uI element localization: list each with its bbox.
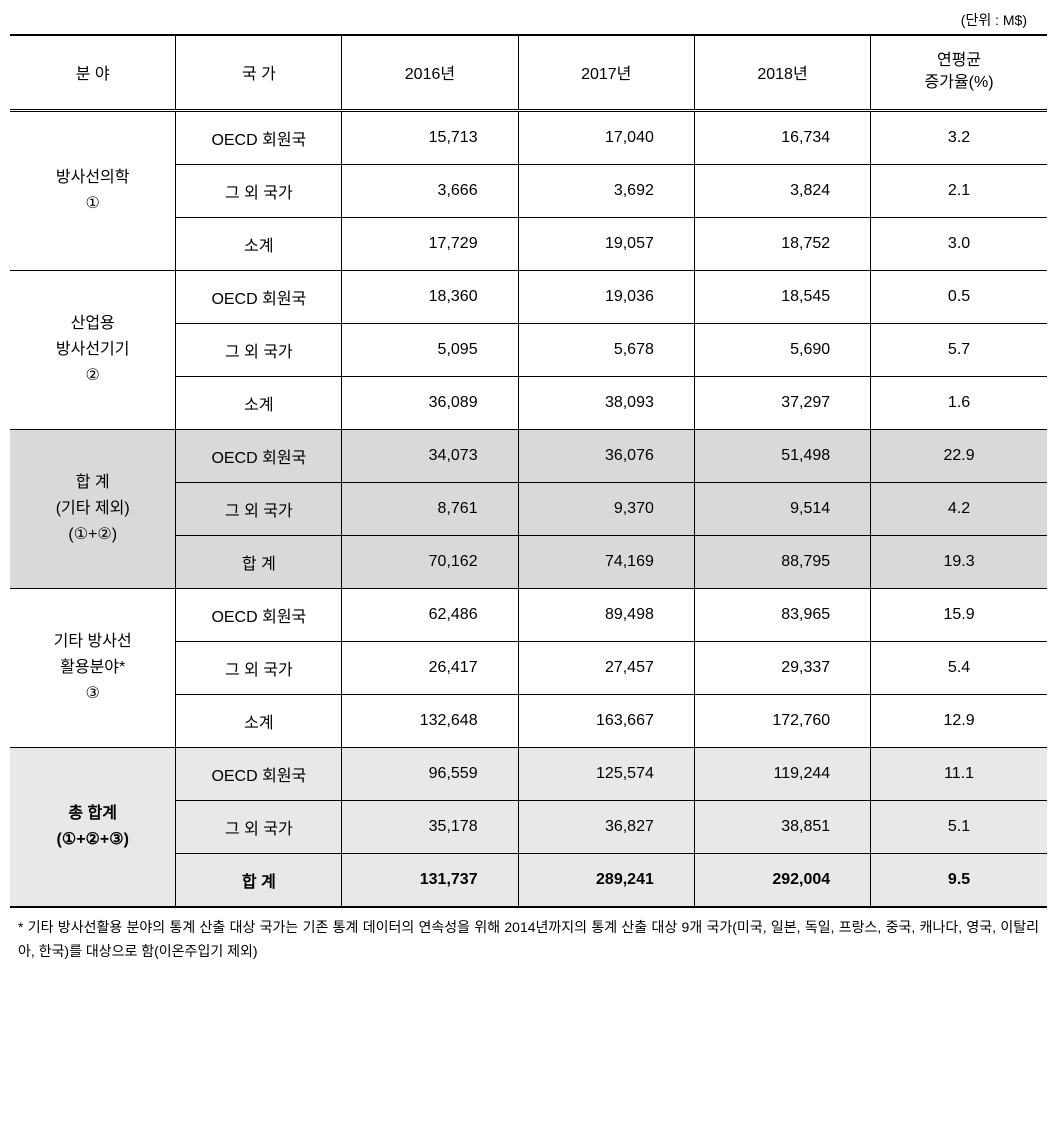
category-cell: 합 계 (기타 제외) (①+②) bbox=[10, 429, 176, 588]
country-cell: OECD 회원국 bbox=[176, 747, 342, 800]
value-cell: 34,073 bbox=[342, 429, 518, 482]
country-cell: 그 외 국가 bbox=[176, 164, 342, 217]
value-cell: 8,761 bbox=[342, 482, 518, 535]
country-cell: 그 외 국가 bbox=[176, 641, 342, 694]
data-table: 분 야 국 가 2016년 2017년 2018년 연평균 증가율(%) 방사선… bbox=[10, 34, 1047, 908]
value-cell: 5,678 bbox=[518, 323, 694, 376]
value-cell: 70,162 bbox=[342, 535, 518, 588]
value-cell: 96,559 bbox=[342, 747, 518, 800]
country-cell: 소계 bbox=[176, 217, 342, 270]
rate-cell: 5.1 bbox=[871, 800, 1047, 853]
country-cell: 그 외 국가 bbox=[176, 323, 342, 376]
value-cell: 38,093 bbox=[518, 376, 694, 429]
country-cell: 합 계 bbox=[176, 535, 342, 588]
value-cell: 27,457 bbox=[518, 641, 694, 694]
value-cell: 35,178 bbox=[342, 800, 518, 853]
value-cell: 62,486 bbox=[342, 588, 518, 641]
value-cell: 74,169 bbox=[518, 535, 694, 588]
header-rate: 연평균 증가율(%) bbox=[871, 35, 1047, 110]
table-row: 합 계 (기타 제외) (①+②)OECD 회원국34,07336,07651,… bbox=[10, 429, 1047, 482]
footnote: * 기타 방사선활용 분야의 통계 산출 대상 국가는 기존 통계 데이터의 연… bbox=[10, 916, 1047, 964]
value-cell: 3,666 bbox=[342, 164, 518, 217]
rate-cell: 11.1 bbox=[871, 747, 1047, 800]
value-cell: 36,089 bbox=[342, 376, 518, 429]
value-cell: 125,574 bbox=[518, 747, 694, 800]
rate-cell: 3.2 bbox=[871, 110, 1047, 164]
value-cell: 292,004 bbox=[694, 853, 870, 907]
header-year2: 2017년 bbox=[518, 35, 694, 110]
value-cell: 172,760 bbox=[694, 694, 870, 747]
value-cell: 19,036 bbox=[518, 270, 694, 323]
value-cell: 38,851 bbox=[694, 800, 870, 853]
rate-cell: 5.4 bbox=[871, 641, 1047, 694]
value-cell: 3,824 bbox=[694, 164, 870, 217]
country-cell: 그 외 국가 bbox=[176, 482, 342, 535]
rate-cell: 3.0 bbox=[871, 217, 1047, 270]
header-year1: 2016년 bbox=[342, 35, 518, 110]
value-cell: 17,040 bbox=[518, 110, 694, 164]
value-cell: 51,498 bbox=[694, 429, 870, 482]
country-cell: 합 계 bbox=[176, 853, 342, 907]
value-cell: 83,965 bbox=[694, 588, 870, 641]
value-cell: 18,360 bbox=[342, 270, 518, 323]
category-cell: 산업용 방사선기기 ② bbox=[10, 270, 176, 429]
rate-cell: 15.9 bbox=[871, 588, 1047, 641]
value-cell: 29,337 bbox=[694, 641, 870, 694]
value-cell: 131,737 bbox=[342, 853, 518, 907]
value-cell: 89,498 bbox=[518, 588, 694, 641]
value-cell: 119,244 bbox=[694, 747, 870, 800]
rate-cell: 5.7 bbox=[871, 323, 1047, 376]
rate-cell: 19.3 bbox=[871, 535, 1047, 588]
value-cell: 16,734 bbox=[694, 110, 870, 164]
header-category: 분 야 bbox=[10, 35, 176, 110]
value-cell: 88,795 bbox=[694, 535, 870, 588]
table-row: 기타 방사선 활용분야* ③OECD 회원국62,48689,49883,965… bbox=[10, 588, 1047, 641]
header-year3: 2018년 bbox=[694, 35, 870, 110]
value-cell: 5,095 bbox=[342, 323, 518, 376]
value-cell: 18,545 bbox=[694, 270, 870, 323]
table-row: 산업용 방사선기기 ②OECD 회원국18,36019,03618,5450.5 bbox=[10, 270, 1047, 323]
value-cell: 132,648 bbox=[342, 694, 518, 747]
value-cell: 5,690 bbox=[694, 323, 870, 376]
rate-cell: 9.5 bbox=[871, 853, 1047, 907]
value-cell: 18,752 bbox=[694, 217, 870, 270]
value-cell: 3,692 bbox=[518, 164, 694, 217]
country-cell: 그 외 국가 bbox=[176, 800, 342, 853]
rate-cell: 0.5 bbox=[871, 270, 1047, 323]
value-cell: 9,514 bbox=[694, 482, 870, 535]
value-cell: 163,667 bbox=[518, 694, 694, 747]
value-cell: 26,417 bbox=[342, 641, 518, 694]
category-cell: 기타 방사선 활용분야* ③ bbox=[10, 588, 176, 747]
value-cell: 9,370 bbox=[518, 482, 694, 535]
rate-cell: 4.2 bbox=[871, 482, 1047, 535]
table-row: 총 합계 (①+②+③)OECD 회원국96,559125,574119,244… bbox=[10, 747, 1047, 800]
value-cell: 289,241 bbox=[518, 853, 694, 907]
country-cell: OECD 회원국 bbox=[176, 270, 342, 323]
value-cell: 17,729 bbox=[342, 217, 518, 270]
value-cell: 15,713 bbox=[342, 110, 518, 164]
value-cell: 37,297 bbox=[694, 376, 870, 429]
value-cell: 36,827 bbox=[518, 800, 694, 853]
country-cell: OECD 회원국 bbox=[176, 588, 342, 641]
category-cell: 방사선의학 ① bbox=[10, 110, 176, 270]
country-cell: OECD 회원국 bbox=[176, 110, 342, 164]
rate-cell: 12.9 bbox=[871, 694, 1047, 747]
country-cell: 소계 bbox=[176, 376, 342, 429]
value-cell: 19,057 bbox=[518, 217, 694, 270]
rate-cell: 2.1 bbox=[871, 164, 1047, 217]
unit-label: (단위 : M$) bbox=[10, 10, 1047, 30]
header-country: 국 가 bbox=[176, 35, 342, 110]
rate-cell: 22.9 bbox=[871, 429, 1047, 482]
rate-cell: 1.6 bbox=[871, 376, 1047, 429]
table-row: 방사선의학 ①OECD 회원국15,71317,04016,7343.2 bbox=[10, 110, 1047, 164]
value-cell: 36,076 bbox=[518, 429, 694, 482]
country-cell: OECD 회원국 bbox=[176, 429, 342, 482]
country-cell: 소계 bbox=[176, 694, 342, 747]
category-cell: 총 합계 (①+②+③) bbox=[10, 747, 176, 907]
